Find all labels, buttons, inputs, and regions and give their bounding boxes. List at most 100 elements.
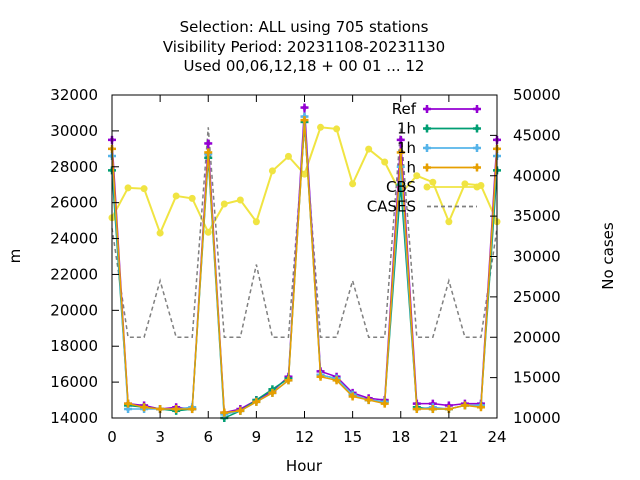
plot-frame — [111, 94, 498, 419]
legend-label-3: h — [406, 159, 416, 177]
data-point-3-7 — [220, 408, 229, 417]
legend-marker-b-0 — [473, 105, 481, 113]
data-point-4-9 — [252, 218, 260, 226]
data-point-4-17 — [381, 158, 389, 166]
data-point-0-18 — [396, 135, 405, 144]
data-point-3-20 — [428, 405, 437, 414]
series-line-3 — [111, 120, 498, 414]
data-point-3-2-dot — [141, 405, 147, 410]
y2-tick-label: 45000 — [513, 126, 561, 144]
data-point-3-1-dot — [125, 401, 131, 406]
data-point-3-21-dot — [446, 406, 452, 412]
data-point-0-12 — [300, 103, 309, 112]
y2-tick-label: 15000 — [513, 369, 561, 387]
legend-label-2: 1h — [397, 139, 416, 157]
data-point-3-10-dot — [270, 390, 275, 396]
data-point-3-19-dot — [414, 406, 419, 412]
series-line-0 — [111, 107, 498, 414]
data-point-0-12-dot — [302, 105, 307, 110]
data-point-3-7-dot — [222, 410, 227, 415]
legend-marker-a-1-dot — [424, 126, 430, 131]
axes: 0 3 6 9 12 15 18 21 24 14000 16000 18000 20000 22000 2… — [50, 86, 560, 446]
data-point-3-16-dot — [366, 397, 371, 403]
series-2-group — [108, 112, 501, 419]
data-point-4-16 — [365, 145, 373, 153]
data-point-3-8 — [236, 406, 245, 415]
data-point-3-8-dot — [238, 408, 243, 414]
y2-tick-label: 25000 — [513, 288, 561, 306]
x-tick-label: 18 — [391, 428, 410, 446]
data-point-3-11 — [284, 376, 293, 385]
data-point-3-17 — [380, 399, 389, 408]
data-point-4-10 — [268, 167, 276, 175]
y2-tick-label: 10000 — [513, 409, 561, 427]
x-tick-label: 12 — [295, 428, 314, 446]
legend-marker-a-2-dot — [424, 145, 430, 151]
data-point-3-5-dot — [190, 406, 195, 412]
series-1-group — [108, 117, 501, 422]
legend-label-4: CBS — [386, 178, 416, 196]
data-point-4-14 — [333, 125, 341, 133]
series-0-group — [108, 103, 501, 417]
data-point-4-19 — [413, 172, 421, 180]
x-tick-label: 15 — [343, 428, 362, 446]
data-point-3-14-dot — [334, 378, 339, 383]
y-tick-label: 32000 — [50, 86, 98, 104]
data-point-3-9 — [252, 397, 261, 406]
data-point-0-6 — [204, 139, 213, 148]
y-axis-label: m — [6, 249, 24, 264]
data-point-2-1-dot — [125, 406, 131, 412]
legend-label-1: 1h — [397, 120, 416, 138]
data-point-3-13-dot — [318, 374, 323, 379]
legend-label-0: Ref — [392, 100, 417, 118]
y-tick-label: 24000 — [50, 230, 98, 248]
data-point-3-4-dot — [173, 406, 179, 412]
y2-tick-label: 50000 — [513, 86, 561, 104]
legend-marker-a-4 — [423, 183, 431, 191]
legend-marker-b-0-dot — [474, 106, 480, 112]
y2-axis-label: No cases — [599, 222, 617, 290]
data-point-3-3-dot — [157, 406, 163, 412]
data-point-3-22 — [460, 401, 469, 410]
data-point-4-8 — [236, 196, 244, 204]
data-point-3-15-dot — [350, 394, 355, 399]
y-tick-label: 22000 — [50, 265, 98, 283]
data-point-4-21 — [445, 218, 453, 226]
y-tick-label: 28000 — [50, 158, 98, 176]
y-tick-label: 26000 — [50, 194, 98, 212]
data-point-3-10 — [268, 388, 277, 397]
data-point-0-18-dot — [398, 137, 403, 143]
y-tick-label: 30000 — [50, 122, 98, 140]
data-point-4-4 — [172, 192, 180, 200]
data-point-3-14 — [332, 376, 341, 385]
data-point-3-12 — [300, 116, 309, 125]
data-point-3-18 — [396, 148, 405, 157]
title-line-2: Visibility Period: 20231108-20231130 — [163, 38, 445, 56]
chart-title: Selection: ALL using 705 stations Visibi… — [163, 18, 445, 75]
y2-tick-label: 30000 — [513, 248, 561, 266]
legend-marker-a-3 — [423, 163, 431, 172]
series-line-2 — [111, 116, 498, 416]
legend-marker-b-3 — [473, 163, 481, 172]
data-point-4-22 — [461, 180, 469, 188]
data-point-3-22-dot — [462, 403, 468, 408]
y2-tick-label: 35000 — [513, 207, 561, 225]
series-5-group — [111, 127, 498, 338]
data-point-4-11 — [284, 152, 292, 160]
series-line-1 — [111, 121, 498, 420]
series-line-4 — [111, 126, 498, 236]
legend-marker-b-1 — [473, 124, 481, 133]
series-line-5 — [111, 127, 498, 338]
legend-marker-b-4 — [473, 183, 481, 191]
data-point-3-13 — [316, 372, 325, 381]
y-tick-label: 16000 — [50, 373, 98, 391]
data-point-0-6-dot — [206, 141, 211, 146]
x-tick-label: 0 — [107, 428, 117, 446]
x-tick-label: 3 — [155, 428, 165, 446]
legend-marker-a-1 — [423, 124, 431, 133]
data-point-3-15 — [348, 392, 357, 401]
data-point-4-1 — [124, 184, 132, 192]
data-point-3-23-dot — [478, 405, 484, 410]
